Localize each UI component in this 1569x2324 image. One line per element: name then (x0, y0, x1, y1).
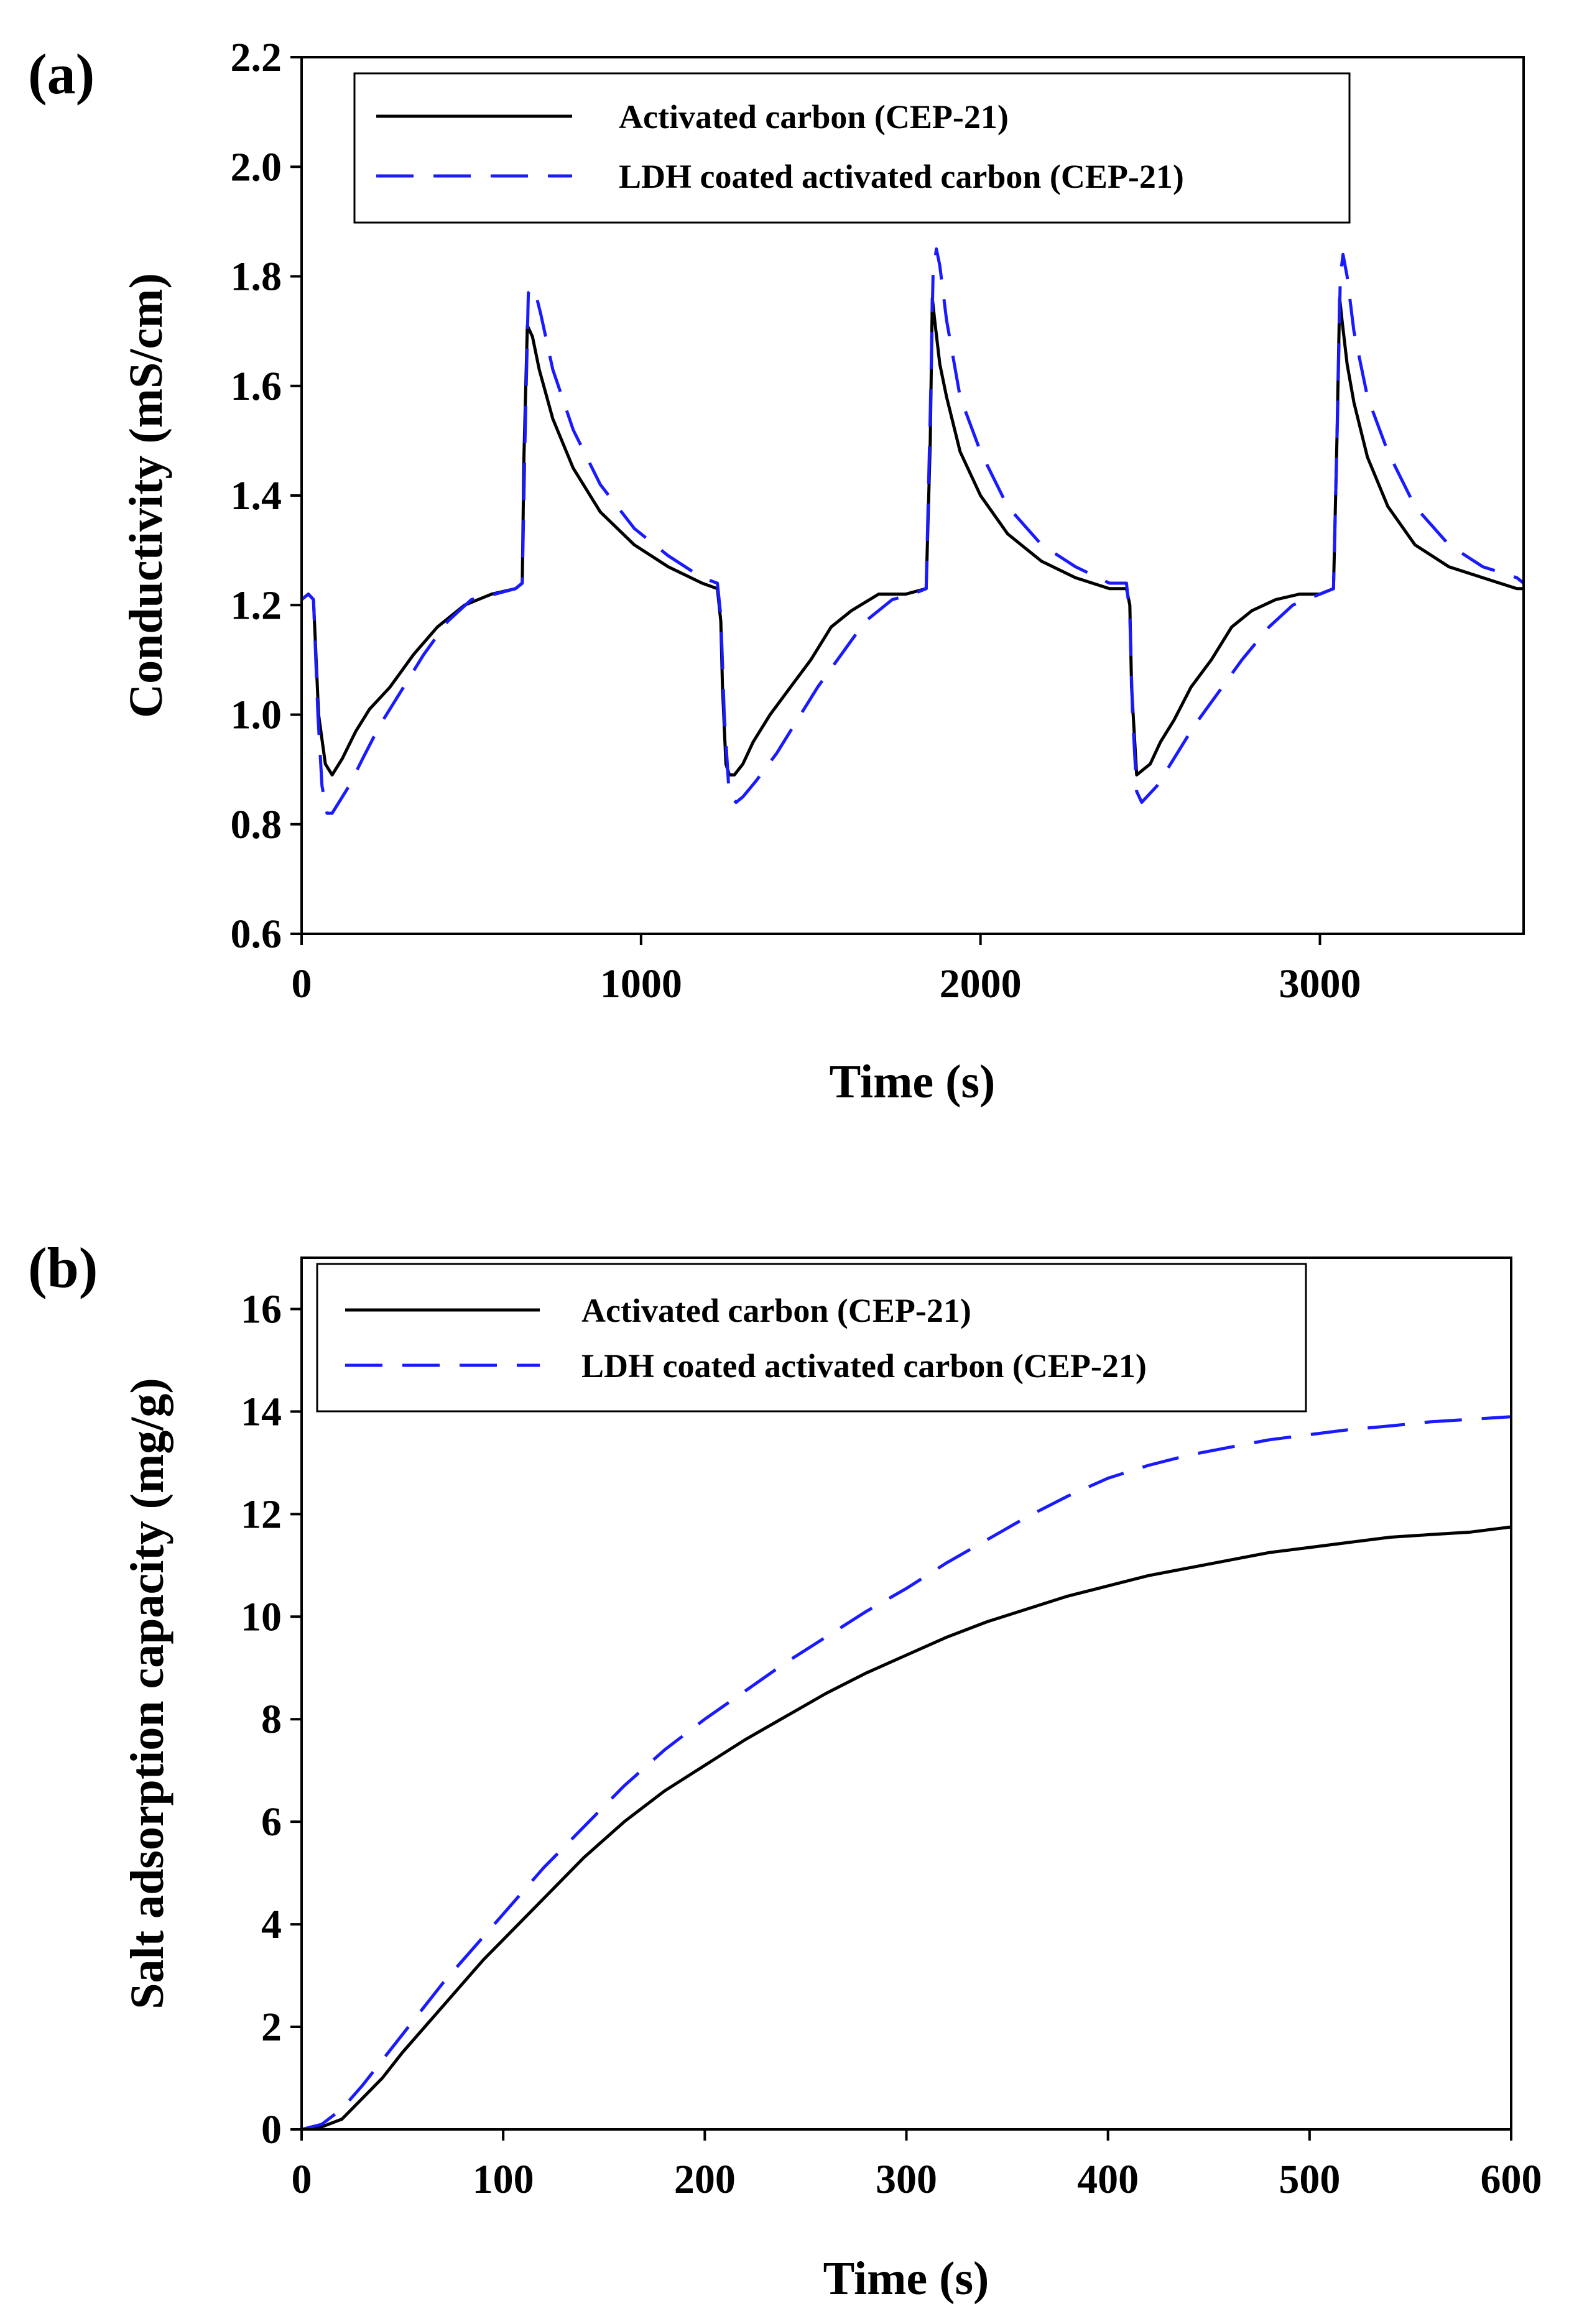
panel-a-y-tick-label: 1.4 (231, 473, 282, 519)
panel-a-y-tick-label: 1.0 (231, 693, 282, 738)
panel-a-legend-box (353, 72, 1351, 224)
panel-a-x-tick-label: 2000 (940, 961, 1022, 1007)
panel-b-legend-box (316, 1263, 1307, 1413)
panel-a-label: (a) (28, 42, 95, 106)
panel-a-y-tick-label: 1.8 (231, 254, 282, 300)
panel-b-x-tick-label: 0 (292, 2157, 312, 2202)
panel-b-plot-area (301, 1415, 1512, 2131)
panel-a-legend-label-1: Activated carbon (CEP-21) (619, 98, 1009, 136)
panel-a-y-tick-label: 0.8 (231, 802, 282, 847)
panel-b-y-ticks: 0 2 4 6 8 10 12 14 16 (241, 1286, 302, 2152)
panel-a-x-tick-label: 1000 (600, 961, 682, 1007)
panel-a-y-tick-label: 1.6 (231, 364, 282, 409)
panel-b-x-tick-label: 600 (1481, 2157, 1542, 2202)
panel-a-y-tick-label: 2.2 (231, 35, 282, 80)
panel-a: (a) 0 1000 2000 3000 0.6 0.8 1.0 1.2 1.4 1.6 1.8 2… (28, 35, 1525, 1108)
panel-b-x-ticks: 0 100 200 300 400 500 600 (292, 2129, 1542, 2202)
panel-a-y-tick-label: 1.2 (231, 583, 282, 628)
panel-b-legend-label-1: Activated carbon (CEP-21) (581, 1292, 971, 1329)
panel-b-y-tick-label: 16 (241, 1286, 282, 1332)
panel-b-x-axis-title: Time (s) (823, 2253, 989, 2305)
panel-b-y-tick-label: 0 (261, 2107, 282, 2152)
panel-a-y-tick-label: 2.0 (231, 144, 282, 190)
panel-b-y-tick-label: 2 (261, 2004, 282, 2050)
panel-b: (b) 0 100 200 300 400 500 600 0 2 4 6 8 10 12 14 16 Ti… (28, 1236, 1542, 2305)
panel-a-x-ticks: 0 1000 2000 3000 (292, 934, 1361, 1007)
panel-b-label: (b) (28, 1236, 98, 1299)
panel-b-x-tick-label: 500 (1279, 2157, 1340, 2202)
panel-b-y-tick-label: 14 (241, 1389, 282, 1434)
panel-a-x-axis-title: Time (s) (830, 1056, 996, 1108)
panel-b-x-tick-label: 200 (674, 2157, 736, 2202)
panel-b-x-tick-label: 400 (1077, 2157, 1139, 2202)
panel-b-y-axis-title: Salt adsorption capacity (mg/g) (121, 1378, 174, 2009)
panel-b-y-tick-label: 8 (261, 1697, 282, 1742)
panel-a-y-tick-label: 0.6 (231, 911, 282, 957)
panel-b-legend: Activated carbon (CEP-21) LDH coated act… (316, 1263, 1307, 1413)
panel-b-legend-label-2: LDH coated activated carbon (CEP-21) (581, 1347, 1147, 1385)
panel-a-x-tick-label: 3000 (1279, 961, 1361, 1007)
panel-a-plot-area (300, 247, 1525, 815)
panel-b-series-ldh-coated (301, 1415, 1512, 2131)
panel-a-series-ldh-coated (300, 247, 1525, 815)
panel-b-y-tick-label: 10 (241, 1594, 282, 1639)
panel-b-y-tick-label: 6 (261, 1799, 282, 1845)
panel-b-series-activated-carbon (301, 1525, 1512, 2131)
panel-b-y-tick-label: 12 (241, 1492, 282, 1537)
panel-b-x-tick-label: 300 (876, 2157, 937, 2202)
panel-b-y-tick-label: 4 (261, 1902, 282, 1947)
panel-b-x-tick-label: 100 (473, 2157, 534, 2202)
panel-a-y-axis-title: Conductivity (mS/cm) (120, 273, 172, 718)
panel-a-legend-label-2: LDH coated activated carbon (CEP-21) (619, 158, 1184, 195)
panel-a-y-ticks: 0.6 0.8 1.0 1.2 1.4 1.6 1.8 2.0 2.2 (231, 35, 302, 957)
panel-a-legend: Activated carbon (CEP-21) LDH coated act… (353, 72, 1351, 224)
panel-a-x-tick-label: 0 (292, 961, 312, 1007)
